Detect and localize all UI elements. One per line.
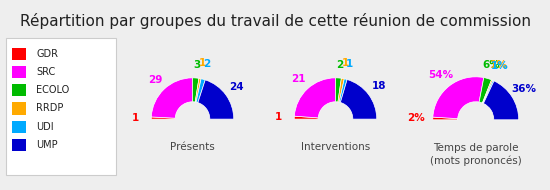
Bar bbox=[12, 48, 26, 60]
Wedge shape bbox=[294, 78, 336, 118]
Text: Présents: Présents bbox=[170, 142, 215, 152]
Wedge shape bbox=[338, 78, 344, 102]
Text: 29: 29 bbox=[148, 75, 162, 85]
Wedge shape bbox=[433, 117, 458, 120]
Text: GDR: GDR bbox=[36, 49, 58, 59]
Wedge shape bbox=[198, 80, 234, 119]
Text: 6%: 6% bbox=[483, 60, 500, 70]
Text: 3: 3 bbox=[193, 60, 200, 70]
FancyBboxPatch shape bbox=[6, 38, 115, 175]
Wedge shape bbox=[340, 80, 377, 119]
Wedge shape bbox=[479, 78, 492, 103]
Text: 1%: 1% bbox=[491, 61, 509, 71]
Wedge shape bbox=[195, 78, 201, 102]
Text: Temps de parole
(mots prononcés): Temps de parole (mots prononcés) bbox=[430, 143, 521, 166]
Wedge shape bbox=[482, 80, 493, 103]
Wedge shape bbox=[483, 80, 494, 104]
Wedge shape bbox=[196, 79, 205, 103]
Text: 18: 18 bbox=[372, 82, 386, 91]
Bar bbox=[12, 120, 26, 133]
Text: 1: 1 bbox=[132, 113, 139, 123]
Bar bbox=[12, 102, 26, 115]
Text: 1: 1 bbox=[342, 58, 349, 68]
Text: 1: 1 bbox=[199, 58, 206, 68]
Text: UMP: UMP bbox=[36, 140, 58, 150]
Wedge shape bbox=[483, 81, 519, 120]
Text: 1: 1 bbox=[346, 59, 353, 69]
Text: 36%: 36% bbox=[511, 84, 536, 94]
Text: ECOLO: ECOLO bbox=[36, 85, 69, 95]
Text: SRC: SRC bbox=[36, 67, 56, 77]
Wedge shape bbox=[336, 78, 342, 102]
Bar bbox=[12, 84, 26, 96]
Text: 1%: 1% bbox=[490, 60, 507, 70]
Wedge shape bbox=[433, 77, 484, 119]
Wedge shape bbox=[192, 78, 199, 102]
Wedge shape bbox=[339, 79, 347, 102]
Text: 2: 2 bbox=[336, 60, 343, 70]
Bar bbox=[12, 139, 26, 151]
Text: 2: 2 bbox=[204, 59, 211, 69]
Text: 54%: 54% bbox=[428, 70, 454, 80]
Text: Répartition par groupes du travail de cette réunion de commission: Répartition par groupes du travail de ce… bbox=[19, 13, 531, 29]
Text: 21: 21 bbox=[291, 74, 306, 84]
Text: 24: 24 bbox=[229, 82, 244, 92]
Wedge shape bbox=[151, 78, 192, 118]
Bar bbox=[12, 66, 26, 78]
Text: 2%: 2% bbox=[408, 113, 425, 123]
Text: RRDP: RRDP bbox=[36, 103, 64, 113]
Text: 1: 1 bbox=[275, 112, 282, 122]
Text: UDI: UDI bbox=[36, 122, 54, 132]
Wedge shape bbox=[294, 116, 318, 119]
Text: Interventions: Interventions bbox=[301, 142, 370, 152]
Wedge shape bbox=[151, 117, 175, 119]
